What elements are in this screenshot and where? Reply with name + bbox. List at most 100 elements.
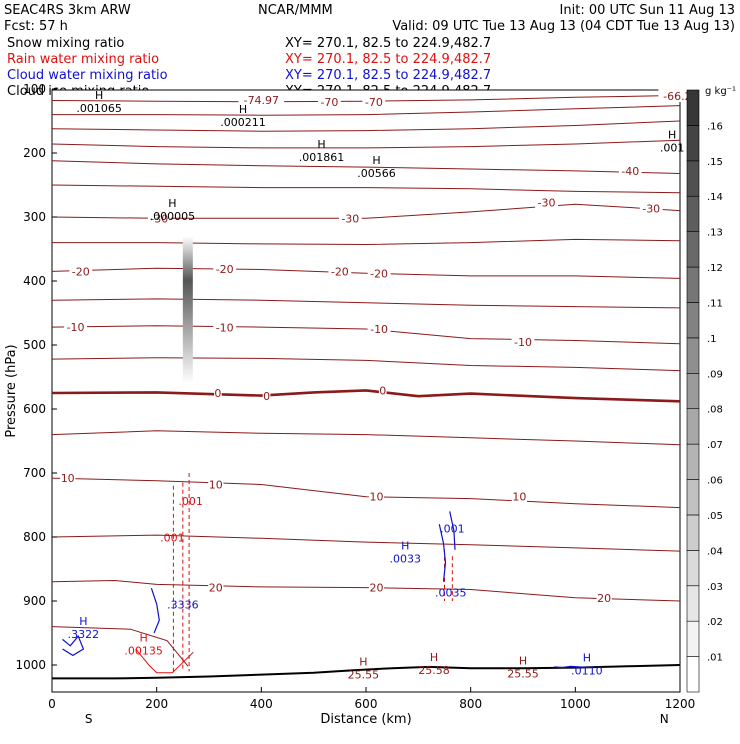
colorbar-tick-label: .09 [707, 369, 723, 380]
isotherm-label-bg [618, 163, 642, 177]
isotherm-label: 10 [61, 472, 75, 485]
extrema-marker: H [239, 103, 247, 116]
rain-contour-low [135, 648, 194, 674]
isotherm-label-bg [69, 264, 93, 278]
hydrometeor-fields [62, 236, 592, 674]
extrema-value: .000211 [220, 116, 266, 129]
field-name-1: Rain water mixing ratio [7, 52, 159, 67]
colorbar-tick-label: .1 [707, 334, 717, 345]
run-title: SEAC4RS 3km ARW [4, 3, 131, 18]
colorbar-cell [686, 266, 700, 303]
y-tick-label: 900 [23, 594, 46, 608]
isotherm-25 [51, 626, 189, 667]
extrema-marker: H [317, 138, 325, 151]
isotherm-label: -10 [216, 322, 234, 335]
isotherm-label: -10 [67, 321, 85, 334]
isotherm-15 [51, 534, 681, 552]
isotherm-label: 10 [512, 491, 526, 504]
isotherm-label-bg [328, 264, 352, 278]
x-end-label-right: N [660, 712, 669, 726]
colorbar-tick-label: .15 [707, 157, 723, 168]
init-time: Init: 00 UTC Sun 11 Aug 13 [560, 3, 735, 18]
colorbar-tick-label: .08 [707, 405, 723, 416]
colorbar-cell [686, 408, 700, 445]
isotherm-label: -20 [72, 265, 90, 278]
colorbar-tick-label: .16 [707, 121, 723, 132]
extrema-value: .3322 [68, 628, 100, 641]
isotherm-label-bg [596, 590, 612, 604]
colorbar-cell [686, 195, 700, 232]
extrema-value: 25.58 [418, 664, 450, 677]
isotherm-label-bg [378, 383, 387, 397]
isotherm-label: -70 [365, 96, 383, 109]
y-tick-label: 400 [23, 274, 46, 288]
colorbar: .01 .02 .03 .04 .05 .06 .07 .08 .09 .1 .11 .12 .13 .1… [686, 86, 736, 693]
cloud-water-contour-3 [449, 511, 456, 550]
isotherm--20 [51, 267, 681, 279]
isotherm-label-bg [213, 320, 237, 334]
isotherm-label: -20 [331, 265, 349, 278]
colorbar-cell [686, 231, 700, 268]
y-tick-label: 1000 [15, 658, 46, 672]
isotherm-label: 0 [214, 387, 221, 400]
isotherm-0 [51, 389, 681, 403]
colorbar-tick-label: .11 [707, 298, 723, 309]
extrema-value: .001861 [299, 151, 345, 164]
extrema-value: .001 [178, 495, 203, 508]
colorbar-tick-label: .02 [707, 617, 723, 628]
cloud-water-contour-2 [438, 524, 447, 582]
extrema-marker: H [372, 154, 380, 167]
colorbar-cell [686, 160, 700, 197]
isotherm-label-bg [208, 477, 224, 491]
isotherm-label: 20 [597, 592, 611, 605]
isotherm-label: 20 [209, 582, 223, 595]
isotherm-label-bg [262, 389, 271, 403]
extrema-value: 25.55 [348, 668, 380, 681]
valid-time: Valid: 09 UTC Tue 13 Aug 13 (04 CDT Tue … [392, 19, 735, 34]
extrema-marker: H [168, 197, 176, 210]
isotherm-label-bg [238, 92, 285, 106]
isotherm-label-bg [147, 211, 171, 225]
extrema-marker: H [139, 632, 147, 645]
extrema-value: .0033 [390, 552, 422, 565]
isotherm-label-bg [317, 94, 341, 108]
extrema-value: 25.55 [507, 668, 539, 681]
x-axis-title: Distance (km) [320, 712, 411, 727]
isotherm-label-bg [214, 386, 222, 399]
extrema-marker: H [95, 89, 103, 102]
isotherm-label-bg [367, 322, 391, 335]
isotherm--25 [52, 238, 681, 246]
isotherm--15 [51, 298, 681, 309]
isotherm-label-bg [368, 489, 385, 503]
colorbar-cell [686, 302, 700, 339]
colorbar-tick-label: .01 [707, 653, 723, 664]
field-xy-0: XY= 270.1, 82.5 to 224.9,482.7 [285, 36, 491, 51]
field-name-2: Cloud water mixing ratio [7, 68, 168, 83]
institution-label: NCAR/MMM [258, 3, 333, 18]
colorbar-cell [686, 585, 700, 622]
y-tick-label: 300 [23, 210, 46, 224]
isotherm-label-bg [338, 211, 362, 225]
isotherm-label-bg [639, 201, 663, 215]
colorbar-cell [686, 514, 700, 551]
extrema-marker: H [359, 655, 367, 668]
isotherm--60 [52, 105, 681, 116]
isotherm-label-bg [64, 320, 87, 334]
isotherm-label: 10 [209, 479, 223, 492]
isotherm-label-bg [368, 580, 385, 594]
isotherm--50 [51, 120, 681, 132]
isotherm-label: -20 [216, 263, 234, 276]
x-tick-label: 800 [459, 697, 482, 711]
cloud-water-contour-0 [62, 635, 85, 657]
extrema-value: .00135 [124, 645, 163, 658]
isotherm-label: 20 [369, 582, 383, 595]
isotherm--40 [51, 160, 681, 174]
colorbar-tick-label: .04 [707, 546, 723, 557]
colorbar-cell [686, 443, 700, 480]
isotherm--5 [51, 357, 681, 372]
colorbar-tick-label: .14 [707, 192, 723, 203]
